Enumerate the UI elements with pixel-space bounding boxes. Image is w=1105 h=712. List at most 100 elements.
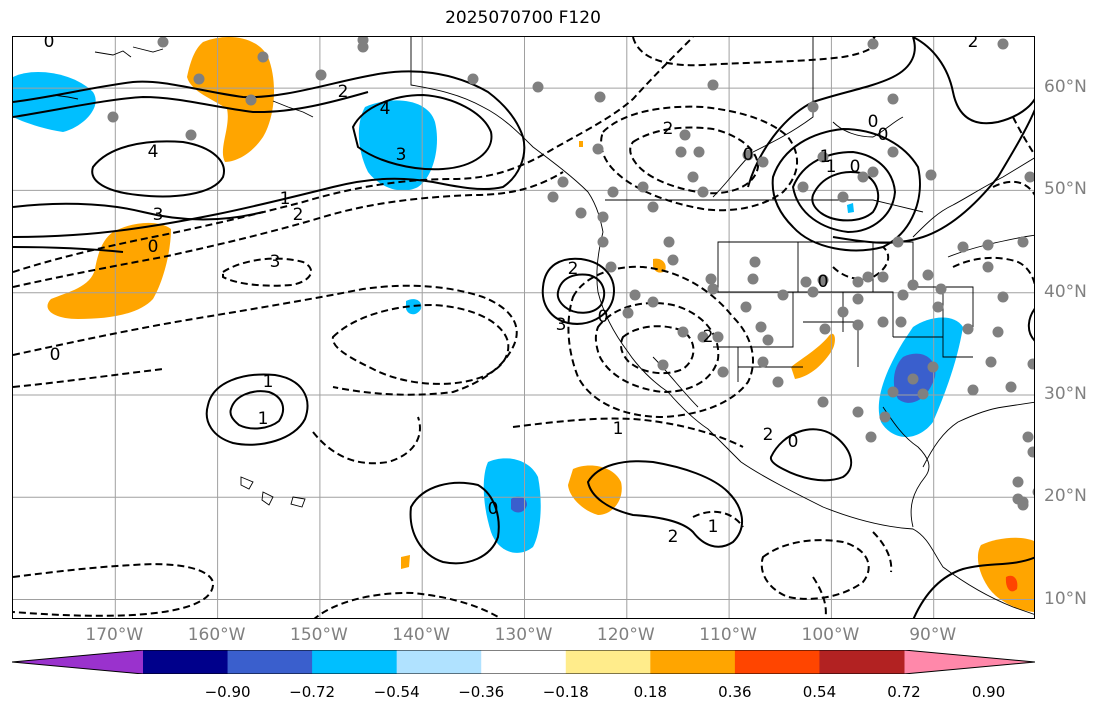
contour-label: 0	[50, 345, 61, 365]
negative-anomaly-region	[13, 72, 96, 132]
station-marker	[757, 156, 769, 168]
contour-positive	[912, 556, 1034, 618]
station-marker	[807, 101, 819, 113]
contour-negative	[952, 256, 1034, 286]
contour-label: 0	[818, 272, 829, 292]
station-marker	[1024, 171, 1034, 183]
contour-negative	[331, 303, 510, 385]
contour-label: 4	[380, 99, 391, 119]
station-marker	[597, 236, 609, 248]
contour-negative	[222, 257, 313, 287]
contour-negative	[632, 37, 878, 67]
station-marker	[867, 38, 879, 50]
contour-positive	[13, 70, 526, 238]
contour-negative	[13, 563, 215, 617]
station-markers	[107, 37, 1034, 511]
station-marker	[693, 146, 705, 158]
station-marker	[1027, 446, 1034, 458]
colorbar-segment	[227, 650, 313, 674]
station-marker	[257, 51, 269, 63]
station-marker	[922, 269, 934, 281]
station-marker	[687, 171, 699, 183]
station-marker	[852, 319, 864, 331]
contour-label: 1	[820, 147, 831, 167]
coastline	[596, 231, 742, 463]
colorbar-segment	[819, 650, 905, 674]
station-marker	[677, 326, 689, 338]
station-marker	[705, 273, 717, 285]
contour-positive	[771, 127, 921, 252]
station-marker	[865, 431, 877, 443]
colorbar-segment	[734, 650, 820, 674]
colorbar-segment	[143, 650, 229, 674]
contour-negative	[600, 105, 799, 212]
contour-label: 4	[148, 142, 159, 162]
contour-label: 2	[668, 527, 679, 547]
island	[240, 476, 306, 508]
station-marker	[707, 79, 719, 91]
longitude-label: 120°W	[596, 625, 655, 645]
station-marker	[1017, 236, 1029, 248]
station-marker	[879, 411, 891, 423]
latitude-label: 40°N	[1044, 281, 1087, 302]
station-marker	[817, 396, 829, 408]
coastline	[712, 37, 814, 198]
contour-negative	[567, 265, 754, 419]
positive-anomaly-region	[791, 333, 835, 379]
contour-label: 0	[850, 157, 861, 177]
station-marker	[852, 293, 864, 305]
colorbar-tick-label: 0.72	[887, 683, 921, 701]
contour-label: 2	[663, 119, 674, 139]
state-border	[713, 241, 974, 382]
station-marker	[897, 289, 909, 301]
contour-negative	[629, 126, 760, 195]
positive-anomaly-region	[1005, 575, 1018, 592]
positive-anomaly-region	[977, 537, 1034, 612]
station-marker	[992, 326, 1004, 338]
positive-anomaly-region	[47, 222, 171, 319]
station-marker	[997, 38, 1009, 50]
colorbar	[12, 650, 1035, 674]
station-marker	[1032, 488, 1034, 496]
island	[52, 46, 314, 118]
contour-positive	[13, 202, 264, 221]
contour-negative	[13, 284, 518, 396]
station-marker	[800, 276, 812, 288]
station-marker	[1005, 381, 1017, 393]
contour-negative	[13, 368, 421, 465]
coastline	[740, 461, 1034, 615]
contour-positive	[769, 428, 853, 482]
contour-label: 0	[788, 432, 799, 452]
colorbar-tick-label: 0.36	[718, 683, 752, 701]
station-marker	[817, 274, 829, 286]
contour-negative	[832, 246, 890, 280]
station-marker	[772, 376, 784, 388]
station-marker	[597, 211, 609, 223]
station-marker	[957, 241, 969, 253]
station-marker	[575, 207, 587, 219]
contour-label: 0	[743, 145, 754, 165]
station-marker	[667, 254, 679, 266]
contour-label: 3	[153, 205, 164, 225]
contour-positive	[791, 150, 897, 234]
longitude-label: 150°W	[290, 625, 348, 645]
contour-label: 0	[878, 125, 889, 145]
latitude-label: 30°N	[1044, 383, 1087, 404]
contour-negative	[619, 325, 695, 375]
contour-positive	[811, 171, 880, 222]
station-marker	[755, 321, 767, 333]
station-marker	[707, 283, 719, 295]
colorbar-tick-label: −0.72	[289, 683, 336, 701]
contour-positive	[1027, 308, 1034, 342]
station-marker	[932, 301, 944, 313]
station-marker	[605, 261, 617, 273]
colorbar-segment	[565, 650, 651, 674]
station-marker	[925, 169, 937, 181]
colorbar-tick-label: 0.90	[971, 683, 1006, 701]
station-marker	[747, 273, 759, 285]
station-marker	[852, 276, 864, 288]
positive-anomaly-region	[568, 465, 622, 515]
station-marker	[663, 236, 675, 248]
